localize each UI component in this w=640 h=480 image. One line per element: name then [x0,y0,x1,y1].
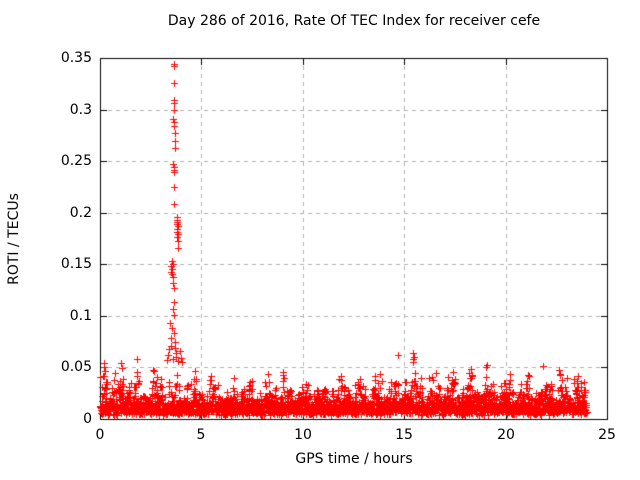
y-tick-label: 0.35 [60,50,92,66]
y-tick-label: 0.15 [60,256,92,272]
y-tick-label: 0.05 [60,359,92,375]
x-tick-label: 5 [196,427,206,443]
x-tick-label: 20 [497,427,515,443]
x-tick-label: 10 [294,427,312,443]
y-tick-label: 0.25 [60,153,92,169]
x-tick-label: 0 [95,427,105,443]
chart-title: Day 286 of 2016, Rate Of TEC Index for r… [167,13,541,29]
x-tick-label: 25 [598,427,616,443]
y-tick-label: 0 [83,411,92,427]
y-tick-label: 0.3 [69,102,92,118]
y-tick-label: 0.2 [69,205,92,221]
y-tick-label: 0.1 [69,308,92,324]
x-tick-label: 15 [395,427,413,443]
x-axis-label: GPS time / hours [295,451,413,467]
